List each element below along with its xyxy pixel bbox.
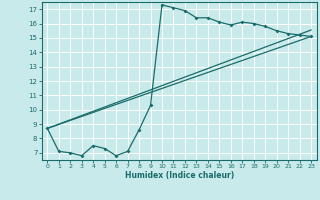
X-axis label: Humidex (Indice chaleur): Humidex (Indice chaleur) [124,171,234,180]
